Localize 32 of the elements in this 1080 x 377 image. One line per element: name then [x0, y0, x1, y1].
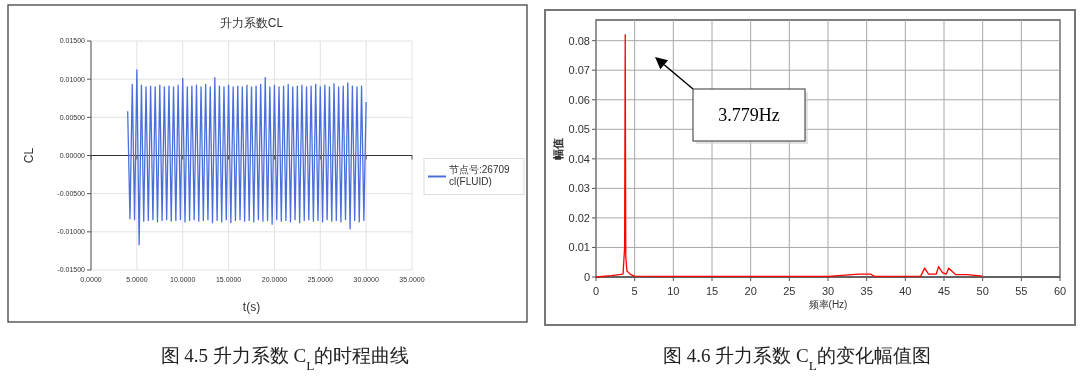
x-tick-label: 45 — [937, 285, 951, 297]
y-axis-title: CL — [22, 147, 36, 164]
annotation: 3.779Hz — [718, 105, 780, 125]
x-tick-label: 30 — [821, 285, 835, 297]
y-tick-label: 0.03 — [568, 182, 590, 195]
x-tick-label: 35 — [860, 285, 873, 297]
y-tick-label: 0.04 — [568, 152, 590, 165]
x-tick-label: 0 — [592, 285, 600, 297]
x-tick-label: 5 — [631, 285, 638, 297]
line-series — [127, 69, 367, 246]
chart-title: 升力系数CL — [219, 16, 284, 30]
y-tick-label: 0.02 — [568, 211, 590, 224]
x-tick-label: 50 — [976, 285, 989, 297]
legend-label: 节点号:26709 cl(FLUID) — [449, 163, 511, 187]
x-tick-label: 55 — [1015, 285, 1028, 297]
y-axis-title: 幅值 — [552, 137, 564, 160]
caption: 图 4.5 升力系数 C$_{L}$的时程曲线 — [160, 345, 410, 373]
y-tick-label: 0.08 — [568, 34, 590, 47]
x-tick-label: 25 — [783, 285, 796, 297]
x-tick-label: 20 — [744, 285, 757, 297]
y-tick-label: 0.05 — [568, 123, 590, 136]
x-tick-label: 15 — [705, 285, 719, 297]
x-axis-title: 频率(Hz) — [808, 299, 848, 310]
y-tick-label: 0.06 — [568, 93, 590, 106]
x-tick-label: 10 — [667, 285, 680, 297]
x-tick-label: 40 — [899, 285, 912, 297]
x-tick-label: 60 — [1053, 285, 1067, 297]
y-tick-label: 0.07 — [568, 64, 590, 77]
x-axis-title: t(s) — [242, 300, 261, 314]
caption: 图 4.6 升力系数 C$_{L}$的变化幅值图 — [663, 345, 931, 373]
y-tick-label: 0.01 — [568, 241, 590, 254]
line-series — [595, 34, 984, 278]
